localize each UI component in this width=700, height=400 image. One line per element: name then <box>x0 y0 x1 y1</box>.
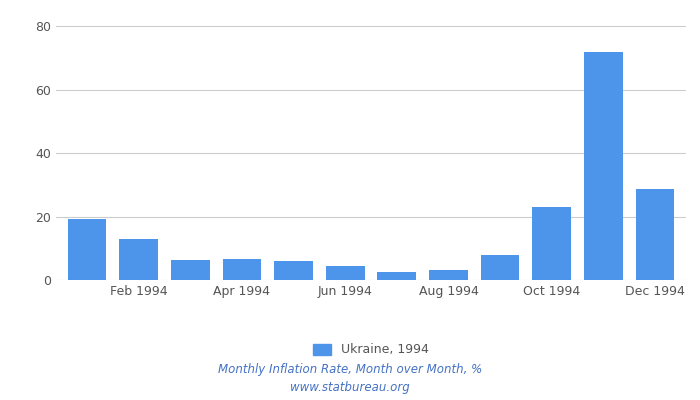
Bar <box>533 207 571 280</box>
Bar <box>326 266 365 280</box>
Bar <box>584 52 623 280</box>
Bar <box>377 272 416 280</box>
Bar <box>429 270 468 280</box>
Bar <box>223 259 261 280</box>
Bar <box>636 189 674 280</box>
Text: www.statbureau.org: www.statbureau.org <box>290 382 410 394</box>
Legend: Ukraine, 1994: Ukraine, 1994 <box>313 344 429 356</box>
Bar <box>68 219 106 280</box>
Bar <box>274 261 313 280</box>
Bar <box>119 240 158 280</box>
Text: Monthly Inflation Rate, Month over Month, %: Monthly Inflation Rate, Month over Month… <box>218 364 482 376</box>
Bar <box>171 260 209 280</box>
Bar <box>481 255 519 280</box>
